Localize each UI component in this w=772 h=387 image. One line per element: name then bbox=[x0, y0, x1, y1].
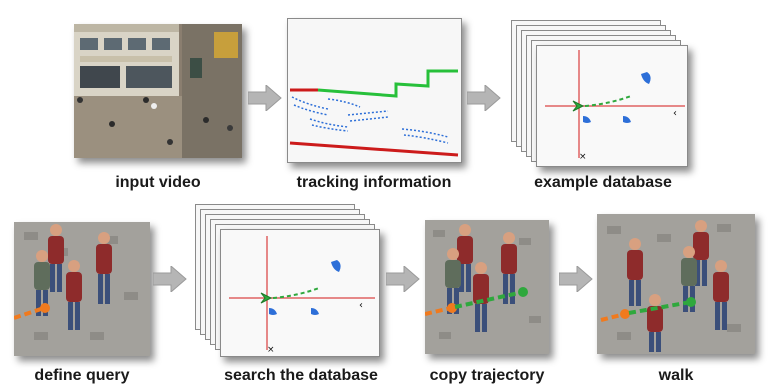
copy-trajectory-image bbox=[425, 220, 549, 354]
input-video-image bbox=[74, 24, 242, 158]
walk-caption: walk bbox=[658, 367, 694, 384]
walk-image bbox=[597, 214, 755, 354]
input-video-caption: input video bbox=[115, 174, 201, 191]
arrow-right-icon bbox=[248, 85, 282, 111]
input-video-panel bbox=[74, 24, 242, 158]
arrow-right-icon bbox=[467, 85, 501, 111]
svg-text:‹: ‹ bbox=[673, 108, 677, 119]
copy-trajectory-panel bbox=[425, 220, 549, 354]
tracking-plot bbox=[289, 69, 459, 157]
arrow-right-icon bbox=[153, 266, 187, 292]
copy-trajectory-caption: copy trajectory bbox=[429, 367, 545, 384]
arrow-right-icon bbox=[559, 266, 593, 292]
example-db-panel: ‹ × bbox=[536, 45, 688, 167]
arrow-right-icon bbox=[386, 266, 420, 292]
example-db-caption: example database bbox=[534, 174, 672, 191]
svg-text:×: × bbox=[267, 345, 275, 355]
search-db-caption: search the database bbox=[224, 367, 378, 384]
walker-figure-icon bbox=[48, 224, 64, 292]
svg-text:×: × bbox=[579, 152, 587, 162]
tracking-panel bbox=[287, 18, 462, 163]
walk-panel bbox=[597, 214, 755, 354]
search-db-plot: ‹ × bbox=[229, 236, 375, 355]
search-db-panel: ‹ × bbox=[220, 229, 380, 357]
example-db-plot: ‹ × bbox=[545, 50, 685, 162]
define-query-panel bbox=[14, 222, 150, 356]
define-query-image bbox=[14, 222, 150, 356]
tracking-caption: tracking information bbox=[296, 174, 452, 191]
svg-text:‹: ‹ bbox=[359, 300, 363, 311]
define-query-caption: define query bbox=[34, 367, 130, 384]
